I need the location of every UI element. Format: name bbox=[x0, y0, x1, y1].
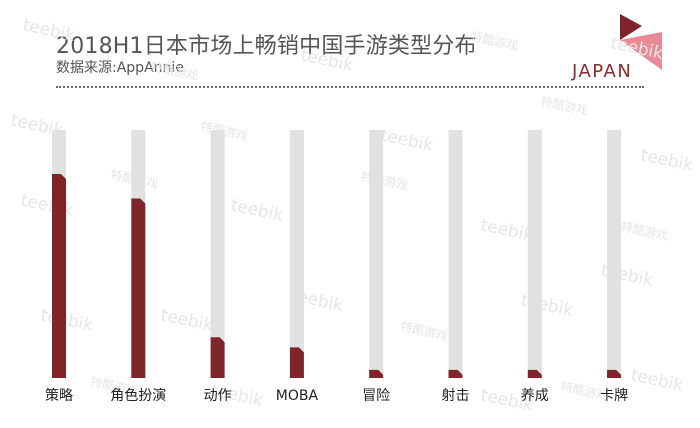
data-source: 数据来源:AppAnnie bbox=[56, 60, 184, 76]
watermark-text: teebik bbox=[159, 305, 215, 336]
bar-track bbox=[369, 130, 384, 378]
bar-track bbox=[448, 130, 463, 378]
bar-track bbox=[527, 130, 542, 378]
watermark-text: 特酷游戏 bbox=[539, 93, 589, 118]
chart-title: 2018H1日本市场上畅销中国手游类型分布 bbox=[56, 34, 477, 59]
region-label: JAPAN bbox=[572, 61, 633, 82]
bar bbox=[527, 369, 542, 378]
bar-track bbox=[210, 130, 225, 378]
bar bbox=[210, 337, 225, 378]
watermark-text: 特酷游戏 bbox=[149, 58, 199, 83]
title-divider bbox=[56, 86, 644, 88]
bar bbox=[448, 369, 463, 378]
bar bbox=[52, 174, 66, 378]
watermark-text: teebik bbox=[21, 15, 77, 46]
corner-logo-mark bbox=[620, 14, 662, 70]
category-label: 策略 bbox=[45, 387, 73, 404]
bar bbox=[607, 369, 622, 378]
watermark-text: teebik bbox=[629, 365, 685, 396]
category-label: 养成 bbox=[521, 388, 549, 404]
watermark-text: teebik bbox=[19, 190, 75, 221]
category-label: MOBA bbox=[276, 388, 319, 404]
bar-track bbox=[607, 130, 622, 378]
category-label: 动作 bbox=[204, 388, 232, 404]
category-label: 射击 bbox=[442, 388, 470, 404]
category-label: 角色扮演 bbox=[110, 387, 166, 404]
watermark-text: teebik bbox=[519, 290, 575, 321]
watermark-text: 特酷游戏 bbox=[469, 28, 519, 53]
watermark-text: teebik bbox=[299, 45, 355, 76]
watermark-text: teebik bbox=[479, 215, 535, 246]
watermark-text: 特酷游戏 bbox=[399, 318, 449, 343]
category-label: 卡牌 bbox=[600, 387, 628, 404]
watermark-text: teebik bbox=[379, 125, 435, 156]
bar bbox=[131, 198, 146, 378]
watermark-text: teebik bbox=[639, 145, 695, 176]
watermark-text: teebik bbox=[39, 305, 95, 336]
watermark-text: 特酷游戏 bbox=[359, 168, 409, 193]
bar bbox=[369, 369, 384, 378]
watermark-text: 特酷游戏 bbox=[619, 218, 669, 243]
bar-track bbox=[289, 130, 304, 378]
watermark-text: teebik bbox=[229, 195, 285, 226]
watermark-text: teebik bbox=[609, 33, 665, 64]
category-label: 冒险 bbox=[362, 388, 390, 404]
bar bbox=[289, 347, 304, 378]
